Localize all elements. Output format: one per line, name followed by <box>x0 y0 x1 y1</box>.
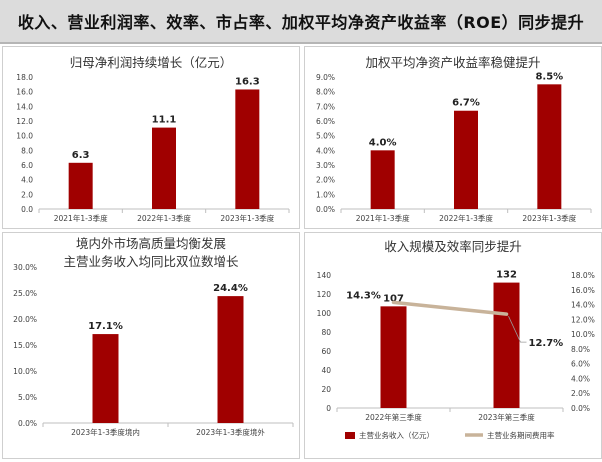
bar <box>68 162 93 209</box>
y2-tick-label: 4.0% <box>571 374 590 383</box>
net-profit-chart: 归母净利润持续增长（亿元） 0.0 2.0 4.0 6.0 8.0 10.0 12.0 14.0… <box>16 55 290 223</box>
y2-tick-label: 18.0% <box>571 271 595 280</box>
y-tick-label: 40 <box>321 366 331 375</box>
bar-value-label: 4.0% <box>369 137 397 148</box>
y2-tick-label: 8.0% <box>571 345 590 354</box>
bar-value-label: 132 <box>496 270 517 281</box>
line-value-label: 14.3% <box>346 290 381 301</box>
y-tick-label: 0.0% <box>18 419 37 428</box>
bar-value-label: 17.1% <box>88 321 123 332</box>
y-tick-label: 6.0% <box>316 117 335 126</box>
bar-value-label: 16.3 <box>235 76 260 87</box>
y-tick-label: 20.0% <box>13 315 37 324</box>
chart-panel-roe: 加权平均净资产收益率稳健提升 0.0% 1.0% 2.0% 3.0% 4.0% 5.0% 6.… <box>304 46 602 229</box>
y-tick-label: 1.0% <box>316 190 335 199</box>
y-tick-label: 5.0% <box>316 132 335 141</box>
y2-tick-label: 16.0% <box>571 286 595 295</box>
bar <box>217 296 244 423</box>
bar <box>537 84 562 209</box>
bar <box>370 150 395 209</box>
roe-chart: 加权平均净资产收益率稳健提升 0.0% 1.0% 2.0% 3.0% 4.0% 5.0% 6.… <box>316 55 592 223</box>
y-tick-label: 10.0 <box>16 132 33 141</box>
bar <box>152 127 176 209</box>
y-tick-label: 0.0% <box>316 205 335 214</box>
y-tick-label: 100 <box>317 309 332 318</box>
y-tick-label: 14.0 <box>16 102 33 111</box>
bar-value-label: 6.7% <box>452 98 480 109</box>
y-tick-label: 18.0 <box>16 73 33 82</box>
y2-tick-label: 14.0% <box>571 301 595 310</box>
chart-title: 境内外市场高质量均衡发展 <box>76 236 226 251</box>
x-tick-label: 2022年1-3季度 <box>137 213 191 223</box>
y-tick-label: 15.0% <box>13 341 37 350</box>
line-value-label: 12.7% <box>529 338 564 349</box>
y-tick-label: 12.0 <box>16 117 33 126</box>
y2-tick-label: 6.0% <box>571 360 590 369</box>
legend-label: 主营业务期间费用率 <box>487 430 555 440</box>
y-tick-label: 4.0% <box>316 146 335 155</box>
legend-swatch-bar <box>345 432 355 439</box>
y-tick-label: 120 <box>317 290 332 299</box>
header-banner: 收入、营业利润率、效率、市占率、加权平均净资产收益率（ROE）同步提升 <box>0 0 602 44</box>
revenue-efficiency-chart: 收入规模及效率同步提升 0 20 40 60 80 100 120 140 2022年第三季度 20… <box>317 239 595 440</box>
x-tick-label: 2023年1-3季度 <box>522 213 576 223</box>
y2-tick-label: 10.0% <box>571 330 595 339</box>
bar-value-label: 107 <box>383 293 404 304</box>
y-tick-label: 80 <box>321 328 331 337</box>
leader-line <box>508 315 527 343</box>
x-tick-label: 2021年1-3季度 <box>54 213 108 223</box>
chart-panel-net-profit: 归母净利润持续增长（亿元） 0.0 2.0 4.0 6.0 8.0 10.0 12.0 14.0… <box>2 46 300 229</box>
y-tick-label: 5.0% <box>18 393 37 402</box>
bar-value-label: 24.4% <box>213 283 248 294</box>
chart-title: 主营业务收入均同比双位数增长 <box>63 254 239 269</box>
y2-tick-label: 12.0% <box>571 315 595 324</box>
y-tick-label: 60 <box>321 347 331 356</box>
y-tick-label: 0 <box>326 404 331 413</box>
y-tick-label: 7.0% <box>316 102 335 111</box>
y-tick-label: 6.0 <box>21 161 33 170</box>
line-series <box>391 300 509 316</box>
chart-title: 加权平均净资产收益率稳健提升 <box>365 55 540 70</box>
page-title: 收入、营业利润率、效率、市占率、加权平均净资产收益率（ROE）同步提升 <box>17 13 585 32</box>
bar <box>92 334 119 423</box>
x-tick-label: 2023年1-3季度 <box>220 213 274 223</box>
chart-title: 归母净利润持续增长（亿元） <box>70 55 233 70</box>
y2-tick-label: 0.0% <box>571 404 590 413</box>
bar-value-label: 11.1 <box>152 115 177 126</box>
y-tick-label: 8.0% <box>316 88 335 97</box>
bar <box>493 282 520 408</box>
chart-panel-revenue-efficiency: 收入规模及效率同步提升 0 20 40 60 80 100 120 140 2022年第三季度 20… <box>304 232 602 459</box>
x-tick-label: 2023年1-3季度境内 <box>71 427 140 437</box>
bar-value-label: 6.3 <box>72 150 90 161</box>
y-tick-label: 25.0% <box>13 289 37 298</box>
y-tick-label: 2.0% <box>316 176 335 185</box>
x-tick-label: 2022年第三季度 <box>365 412 422 422</box>
bar <box>380 306 407 408</box>
x-tick-label: 2022年1-3季度 <box>439 213 493 223</box>
y-tick-label: 9.0% <box>316 73 335 82</box>
chart-title: 收入规模及效率同步提升 <box>384 239 522 254</box>
bar <box>454 110 478 209</box>
bar <box>235 89 260 209</box>
y-tick-label: 20 <box>321 385 331 394</box>
y-tick-label: 2.0 <box>21 190 33 199</box>
y-tick-label: 4.0 <box>21 176 33 185</box>
y-tick-label: 0.0 <box>21 205 33 214</box>
y-tick-label: 3.0% <box>316 161 335 170</box>
y-tick-label: 8.0 <box>21 146 33 155</box>
y-tick-label: 140 <box>317 271 332 280</box>
legend-label: 主营业务收入（亿元） <box>359 430 434 440</box>
y-tick-label: 16.0 <box>16 88 33 97</box>
x-tick-label: 2023年第三季度 <box>478 412 535 422</box>
x-tick-label: 2021年1-3季度 <box>356 213 410 223</box>
y-tick-label: 10.0% <box>13 367 37 376</box>
chart-panel-domestic-overseas: 境内外市场高质量均衡发展 主营业务收入均同比双位数增长 0.0% 5.0% 10.0% 1… <box>2 232 300 459</box>
y-tick-label: 30.0% <box>13 263 37 272</box>
x-tick-label: 2023年1-3季度境外 <box>196 427 265 437</box>
bar-value-label: 8.5% <box>535 71 563 82</box>
y2-tick-label: 2.0% <box>571 389 590 398</box>
